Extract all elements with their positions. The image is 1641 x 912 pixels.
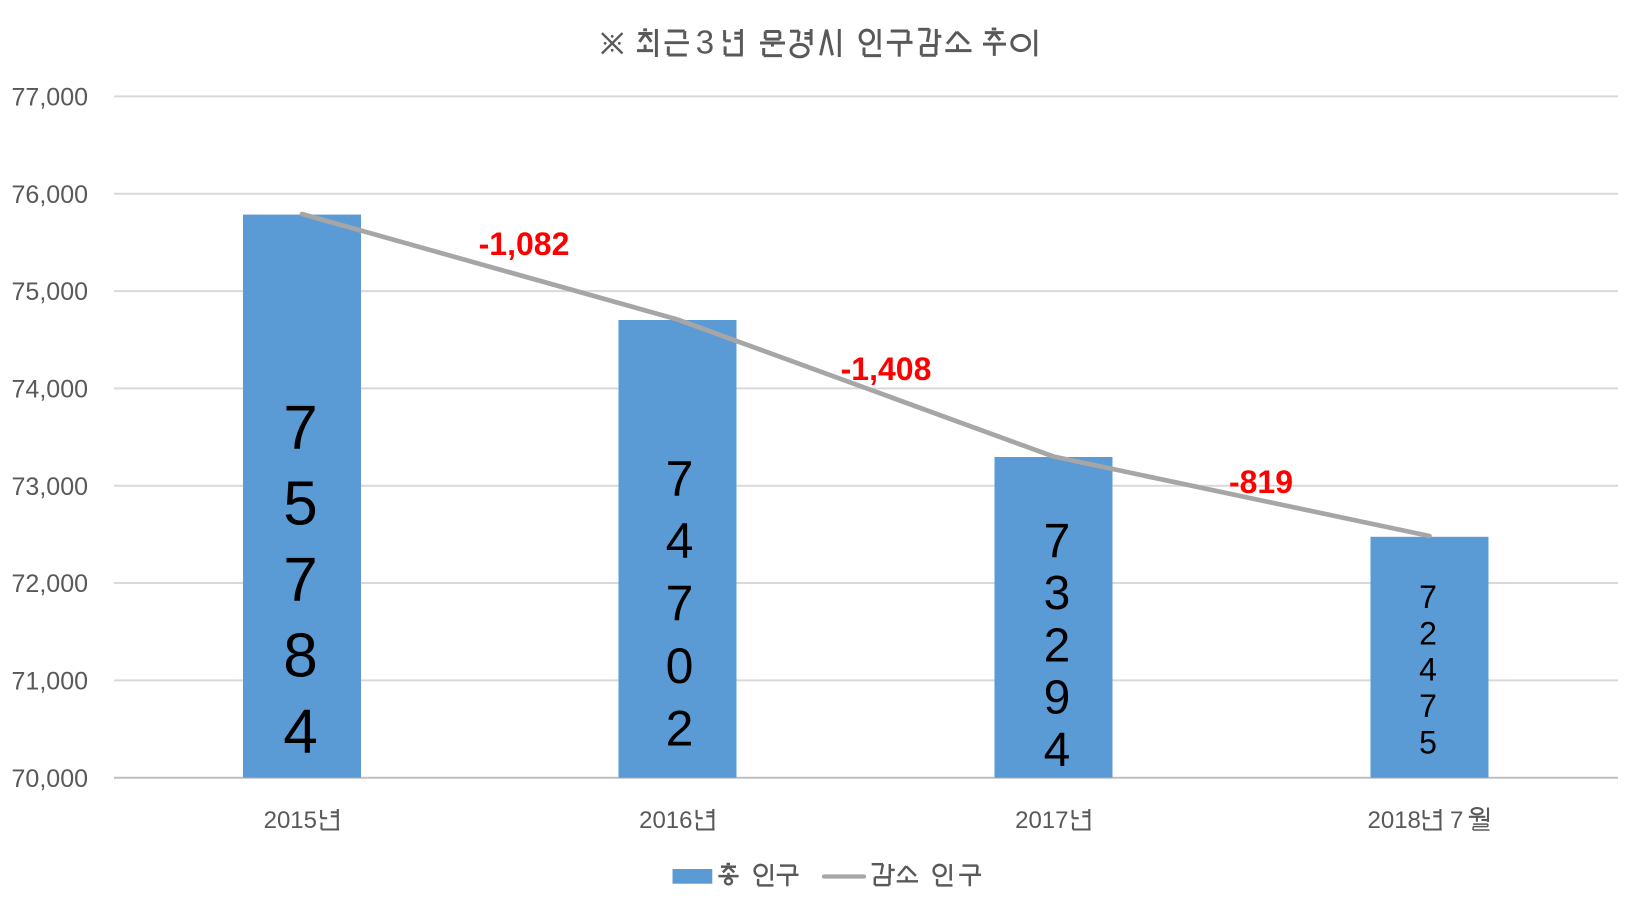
svg-text:2015: 2015 [264,807,317,834]
svg-text:75,000: 75,000 [12,278,88,306]
svg-text:7: 7 [1419,579,1437,615]
svg-text:7: 7 [283,393,317,462]
svg-text:2018: 2018 [1368,807,1421,834]
svg-text:7: 7 [1419,688,1437,724]
svg-text:4: 4 [1044,724,1071,777]
svg-text:4: 4 [283,697,317,766]
svg-text:5: 5 [1419,724,1437,760]
svg-text:2: 2 [666,700,694,756]
svg-text:-819: -819 [1229,464,1293,500]
svg-text:74,000: 74,000 [12,375,88,403]
svg-text:3: 3 [696,24,714,61]
svg-text:76,000: 76,000 [12,181,88,209]
svg-text:2: 2 [1044,619,1071,672]
svg-text:7: 7 [283,545,317,614]
svg-text:2016: 2016 [639,807,692,834]
svg-text:71,000: 71,000 [12,667,88,695]
svg-text:-1,408: -1,408 [841,351,932,387]
svg-text:4: 4 [666,513,694,569]
svg-text:77,000: 77,000 [12,83,88,111]
svg-text:5: 5 [283,469,317,538]
svg-text:7: 7 [1044,515,1071,568]
svg-text:70,000: 70,000 [12,765,88,793]
svg-text:72,000: 72,000 [12,570,88,598]
svg-text:7: 7 [1450,807,1463,834]
svg-text:0: 0 [666,638,694,694]
svg-text:73,000: 73,000 [12,473,88,501]
svg-text:4: 4 [1419,652,1437,688]
svg-text:2: 2 [1419,615,1437,651]
svg-text:8: 8 [283,621,317,690]
svg-text:3: 3 [1044,567,1071,620]
svg-text:7: 7 [666,451,694,507]
svg-text:-1,082: -1,082 [479,226,570,262]
svg-text:2017: 2017 [1015,807,1068,834]
svg-text:9: 9 [1044,672,1071,725]
svg-text:7: 7 [666,576,694,632]
